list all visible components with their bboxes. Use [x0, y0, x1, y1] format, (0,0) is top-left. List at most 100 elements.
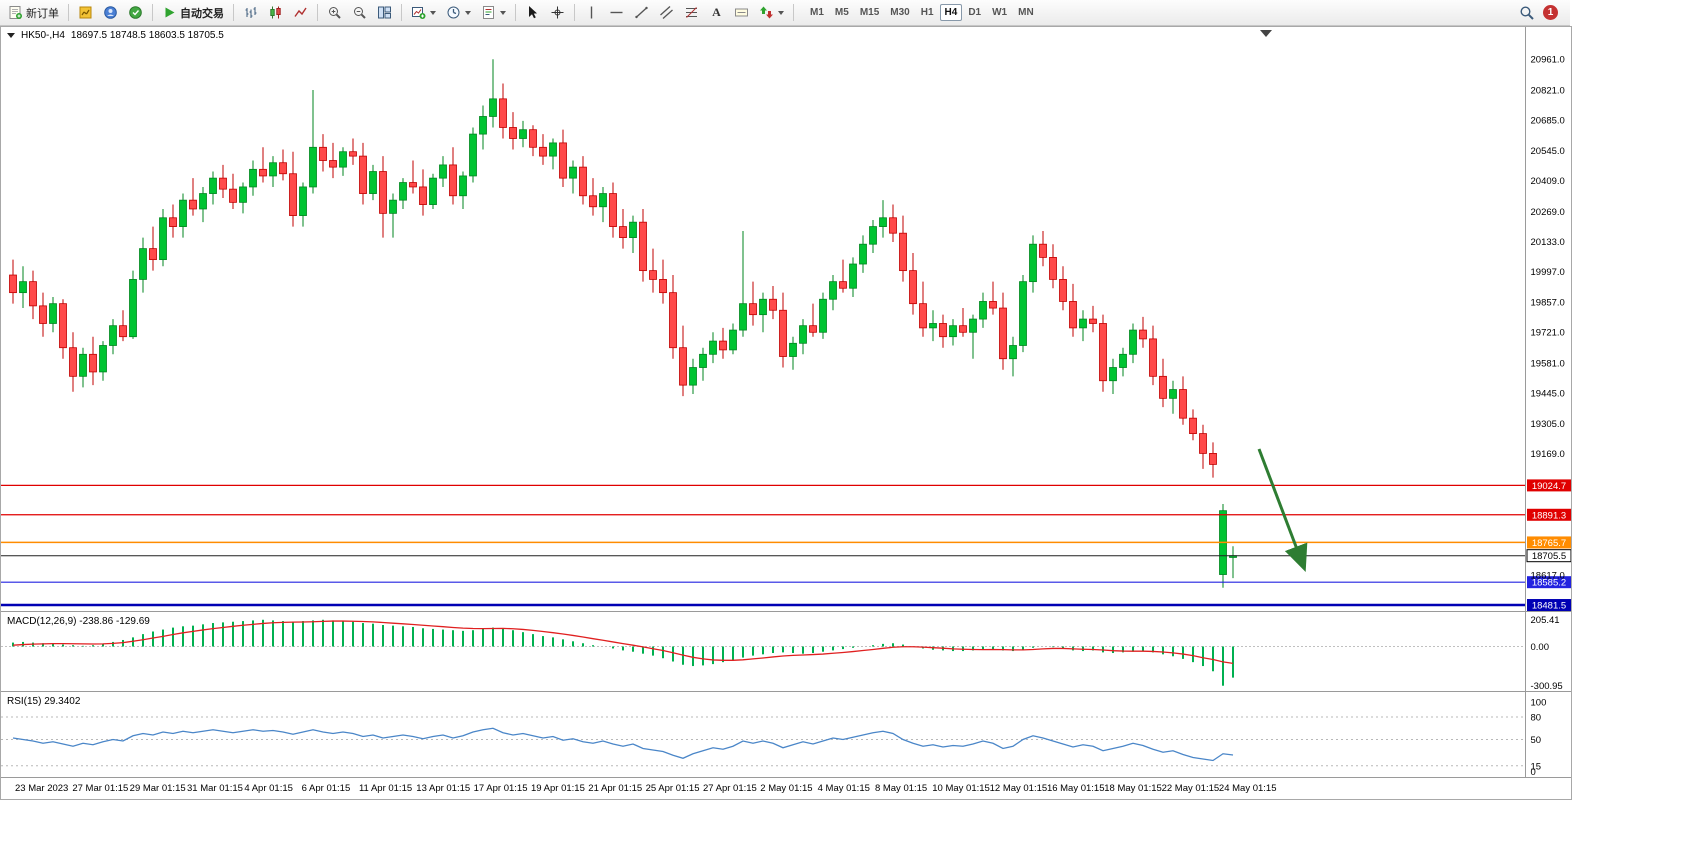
- toolbar-separator: [515, 4, 516, 21]
- svg-text:19169.0: 19169.0: [1531, 449, 1565, 460]
- svg-text:20269.0: 20269.0: [1531, 207, 1565, 218]
- label-icon: [734, 5, 749, 20]
- toolbar-right-group: 1: [1519, 5, 1566, 20]
- time-axis-label: 10 May 01:15: [932, 783, 990, 794]
- zoom-out-icon: [352, 5, 367, 20]
- time-axis-label: 4 Apr 01:15: [244, 783, 293, 794]
- time-axis-label: 2 May 01:15: [760, 783, 812, 794]
- bar-chart-icon: [243, 5, 258, 20]
- cursor-button[interactable]: [521, 2, 544, 23]
- new-chart-button[interactable]: [407, 2, 440, 23]
- time-axis-label: 18 May 01:15: [1104, 783, 1162, 794]
- svg-text:80: 80: [1531, 713, 1542, 724]
- new-order-icon: [8, 5, 23, 20]
- terminal-button[interactable]: [124, 2, 147, 23]
- timeframe-h1-button[interactable]: H1: [916, 4, 939, 21]
- horizontal-line-button[interactable]: [605, 2, 628, 23]
- market-watch-button[interactable]: [74, 2, 97, 23]
- text-icon: A: [712, 5, 721, 19]
- timeframe-d1-button[interactable]: D1: [963, 4, 986, 21]
- svg-text:19581.0: 19581.0: [1531, 358, 1565, 369]
- svg-text:20821.0: 20821.0: [1531, 85, 1565, 96]
- navigator-button[interactable]: [99, 2, 122, 23]
- new-chart-icon: [411, 5, 426, 20]
- svg-text:20545.0: 20545.0: [1531, 146, 1565, 157]
- svg-text:18585.2: 18585.2: [1532, 578, 1566, 589]
- svg-text:20409.0: 20409.0: [1531, 176, 1565, 187]
- timeframe-h4-button[interactable]: H4: [939, 4, 963, 21]
- vertical-line-button[interactable]: [580, 2, 603, 23]
- candlestick-chart-button[interactable]: [264, 2, 287, 23]
- bar-chart-button[interactable]: [239, 2, 262, 23]
- timeframe-m30-button[interactable]: M30: [885, 4, 914, 21]
- notification-badge[interactable]: 1: [1543, 5, 1558, 20]
- auto-trading-label: 自动交易: [180, 7, 224, 20]
- timeframe-m5-button[interactable]: M5: [830, 4, 854, 21]
- chevron-down-icon: [500, 10, 506, 15]
- svg-text:15: 15: [1531, 761, 1542, 772]
- chart-ohlc-header: HK50-,H4 18697.5 18748.5 18603.5 18705.5: [7, 30, 224, 41]
- time-axis-label: 6 Apr 01:15: [302, 783, 351, 794]
- trendline-button[interactable]: [630, 2, 653, 23]
- templates-icon: [481, 5, 496, 20]
- toolbar-separator: [233, 4, 234, 21]
- channel-button[interactable]: [655, 2, 678, 23]
- chart-canvas[interactable]: 19024.7 18891.3 18765.7 18705.5 18585.2 18481…: [1, 27, 1572, 799]
- svg-text:0: 0: [1531, 767, 1536, 778]
- periods-button[interactable]: [442, 2, 475, 23]
- zoom-in-icon: [327, 5, 342, 20]
- new-order-button[interactable]: 新订单: [4, 2, 63, 23]
- chart-symbol-period: HK50-,H4: [21, 30, 65, 41]
- time-axis-label: 17 Apr 01:15: [474, 783, 528, 794]
- time-axis-label: 29 Mar 01:15: [130, 783, 186, 794]
- candlestick-chart-icon: [268, 5, 283, 20]
- vertical-line-icon: [584, 5, 599, 20]
- time-axis-label: 8 May 01:15: [875, 783, 927, 794]
- svg-text:205.41: 205.41: [1531, 615, 1560, 626]
- timeframe-m15-button[interactable]: M15: [855, 4, 884, 21]
- toolbar-separator: [793, 4, 794, 21]
- time-axis-label: 4 May 01:15: [818, 783, 870, 794]
- text-button[interactable]: A: [705, 2, 728, 23]
- trend-arrow-annotation[interactable]: [1257, 448, 1308, 573]
- svg-text:19024.7: 19024.7: [1532, 481, 1566, 492]
- search-icon[interactable]: [1519, 5, 1534, 20]
- timeframe-mn-button[interactable]: MN: [1013, 4, 1039, 21]
- timeframe-m1-button[interactable]: M1: [805, 4, 829, 21]
- svg-text:19305.0: 19305.0: [1531, 419, 1565, 430]
- toolbar-separator: [152, 4, 153, 21]
- arrows-button[interactable]: [755, 2, 788, 23]
- zoom-out-button[interactable]: [348, 2, 371, 23]
- crosshair-button[interactable]: [546, 2, 569, 23]
- label-button[interactable]: [730, 2, 753, 23]
- fibonacci-icon: [684, 5, 699, 20]
- svg-text:18705.5: 18705.5: [1532, 551, 1566, 562]
- auto-trading-button[interactable]: 自动交易: [158, 2, 228, 23]
- time-axis-label: 21 Apr 01:15: [588, 783, 642, 794]
- fibonacci-button[interactable]: [680, 2, 703, 23]
- navigator-icon: [103, 5, 118, 20]
- chart-shift-marker-icon[interactable]: [1260, 30, 1272, 37]
- svg-text:19445.0: 19445.0: [1531, 388, 1565, 399]
- zoom-in-button[interactable]: [323, 2, 346, 23]
- line-chart-button[interactable]: [289, 2, 312, 23]
- tile-windows-button[interactable]: [373, 2, 396, 23]
- time-axis-label: 12 May 01:15: [990, 783, 1048, 794]
- svg-text:18617.0: 18617.0: [1531, 571, 1565, 582]
- cursor-icon: [525, 5, 540, 20]
- svg-text:-300.95: -300.95: [1531, 681, 1563, 692]
- time-axis-label: 24 May 01:15: [1219, 783, 1277, 794]
- window-menu-icon[interactable]: [7, 33, 15, 38]
- macd-indicator-label: MACD(12,26,9) -238.86 -129.69: [7, 616, 150, 627]
- toolbar-separator: [317, 4, 318, 21]
- chevron-down-icon: [778, 10, 784, 15]
- templates-button[interactable]: [477, 2, 510, 23]
- chart-ohlc-values: 18697.5 18748.5 18603.5 18705.5: [70, 30, 224, 41]
- toolbar-separator: [574, 4, 575, 21]
- timeframe-toolbar: M1 M5 M15 M30 H1 H4 D1 W1 MN: [805, 4, 1039, 21]
- svg-text:20133.0: 20133.0: [1531, 237, 1565, 248]
- svg-text:20961.0: 20961.0: [1531, 54, 1565, 65]
- time-axis-label: 13 Apr 01:15: [416, 783, 470, 794]
- timeframe-w1-button[interactable]: W1: [987, 4, 1012, 21]
